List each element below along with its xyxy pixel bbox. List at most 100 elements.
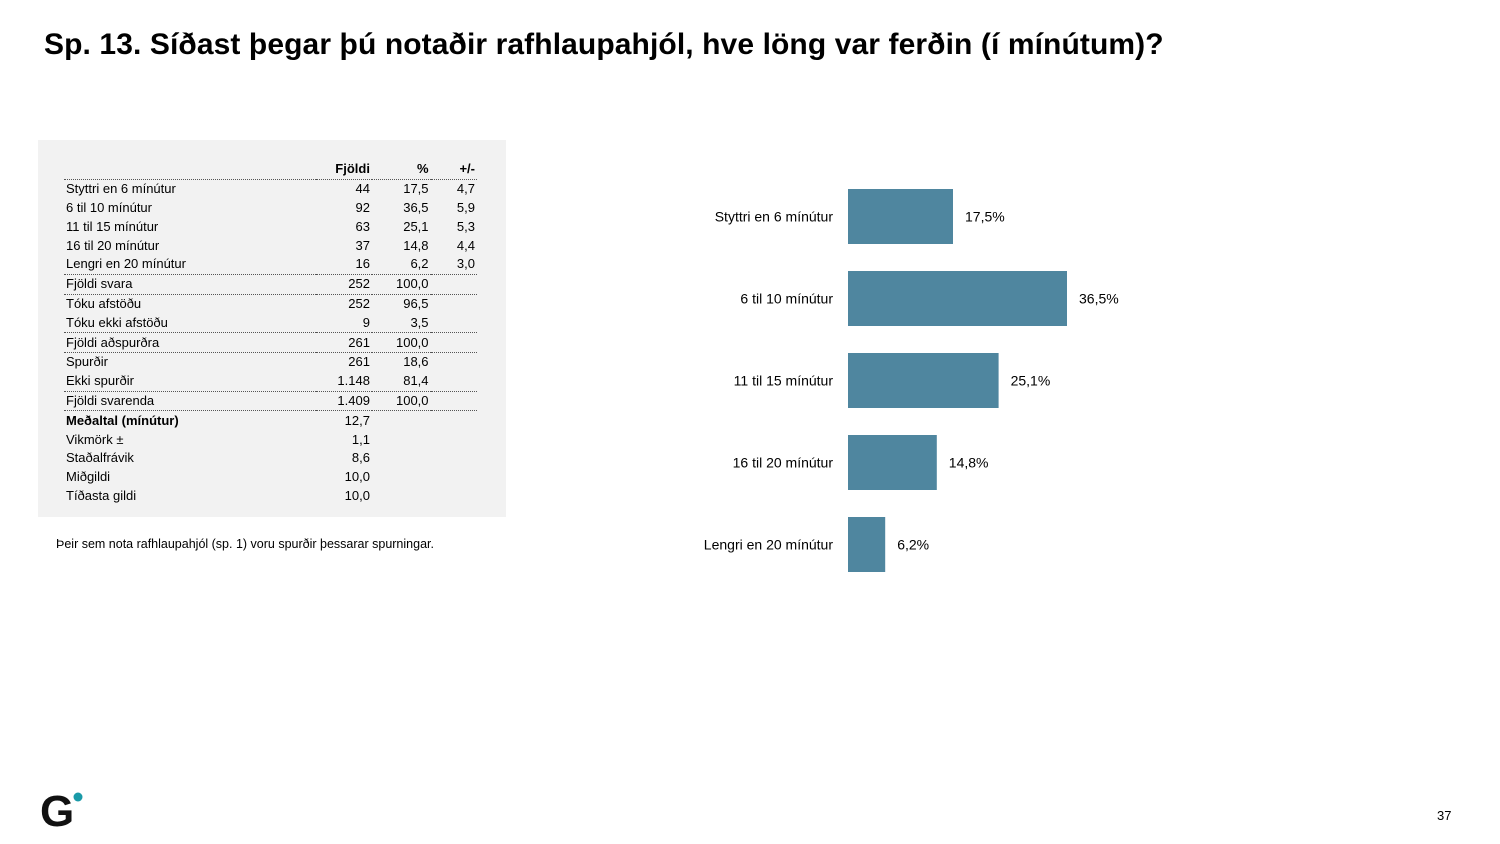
row-percent <box>372 430 431 449</box>
row-percent: 17,5 <box>403 181 429 197</box>
row-label: Styttri en 6 mínútur <box>66 181 176 197</box>
row-percent <box>372 411 431 430</box>
table-header-margin: +/- <box>430 160 477 180</box>
data-label: 36,5% <box>1079 291 1119 307</box>
table-row: 6 til 10 mínútur 92 36,5 5,9 <box>64 199 477 218</box>
row-count: 12,7 <box>344 412 370 428</box>
table-header-row: Fjöldi % +/- <box>64 160 477 180</box>
data-label: 6,2% <box>897 537 929 553</box>
row-percent: 25,1 <box>403 218 429 234</box>
row-percent <box>372 487 431 506</box>
row-count: 1.148 <box>316 371 372 392</box>
row-label: Miðgildi <box>66 469 111 485</box>
row-label: Tóku ekki afstöðu <box>64 313 317 334</box>
page-title: Sp. 13. Síðast þegar þú notaðir rafhlaup… <box>44 28 1164 61</box>
row-percent: 14,8 <box>403 237 429 253</box>
category-label: 16 til 20 mínútur <box>733 455 834 471</box>
bar <box>848 353 999 408</box>
bar <box>848 189 953 244</box>
row-percent: 100,0 <box>371 332 431 353</box>
table-row: Fjöldi aðspurðra 261 100,0 <box>64 332 477 353</box>
row-margin: 4,4 <box>456 237 475 253</box>
table-row: 16 til 20 mínútur 37 14,8 4,4 <box>64 236 477 255</box>
row-margin: 4,7 <box>456 181 475 197</box>
row-margin <box>430 371 477 392</box>
summary-table: Fjöldi % +/- Styttri en 6 mínútur 44 17,5 4… <box>64 160 477 505</box>
row-count: 9 <box>316 313 372 334</box>
row-label: 6 til 10 mínútur <box>66 199 152 215</box>
data-label: 17,5% <box>965 209 1005 225</box>
row-count: 261 <box>348 354 370 370</box>
row-margin <box>430 332 477 353</box>
row-count: 16 <box>316 254 372 275</box>
category-label: 11 til 15 mínútur <box>734 373 834 389</box>
row-percent: 81,4 <box>371 371 431 392</box>
data-label: 25,1% <box>1011 373 1051 389</box>
row-margin <box>431 352 477 371</box>
table-row: Tóku afstöðu 252 96,5 <box>64 294 477 313</box>
row-count: 10,0 <box>344 469 370 485</box>
row-count: 1.409 <box>316 391 372 412</box>
row-percent: 3,5 <box>371 313 431 334</box>
row-label: Tóku afstöðu <box>66 295 142 311</box>
row-count: 63 <box>355 218 370 234</box>
logo-letter: G <box>40 790 74 830</box>
table-header-percent: % <box>371 160 431 180</box>
row-count: 261 <box>316 332 372 353</box>
row-margin <box>430 313 477 334</box>
row-margin <box>431 468 477 487</box>
logo-dot <box>73 792 83 802</box>
row-label: Spurðir <box>66 354 108 370</box>
table-row: Styttri en 6 mínútur 44 17,5 4,7 <box>64 179 477 198</box>
category-label: 6 til 10 mínútur <box>740 291 833 307</box>
row-count: 37 <box>355 237 370 253</box>
table-row: Meðaltal (mínútur) 12,7 <box>64 411 477 430</box>
row-percent: 18,6 <box>403 354 429 370</box>
row-label: Fjöldi aðspurðra <box>64 332 317 353</box>
row-label: Lengri en 20 mínútur <box>64 254 317 275</box>
table-row: 11 til 15 mínútur 63 25,1 5,3 <box>64 217 477 236</box>
row-percent: 36,5 <box>403 199 429 215</box>
row-label: Ekki spurðir <box>64 371 317 392</box>
summary-table-panel: Fjöldi % +/- Styttri en 6 mínútur 44 17,5 4… <box>38 140 506 517</box>
table-row: Vikmörk ± 1,1 <box>64 430 477 449</box>
table-row: Spurðir 261 18,6 <box>64 352 477 371</box>
category-label: Lengri en 20 mínútur <box>704 537 834 553</box>
row-margin <box>431 487 477 506</box>
table-row: Staðalfrávik 8,6 <box>64 449 477 468</box>
row-count: 1,1 <box>351 431 370 447</box>
row-percent <box>372 468 431 487</box>
row-margin <box>430 274 477 295</box>
row-percent <box>372 449 431 468</box>
row-label: Fjöldi svarenda <box>64 391 317 412</box>
row-count: 252 <box>348 295 370 311</box>
row-count: 92 <box>355 199 370 215</box>
footnote: Þeir sem nota rafhlaupahjól (sp. 1) voru… <box>56 537 434 551</box>
table-row: Tíðasta gildi 10,0 <box>64 487 477 506</box>
bar <box>848 435 937 490</box>
row-margin <box>431 294 477 313</box>
row-count: 252 <box>316 274 372 295</box>
table-header-label <box>64 160 317 180</box>
row-margin: 5,3 <box>456 218 475 234</box>
table-header-count: Fjöldi <box>316 160 372 180</box>
bar <box>848 271 1067 326</box>
row-percent: 100,0 <box>371 274 431 295</box>
gallup-logo: G <box>40 790 83 830</box>
table-row: Fjöldi svarenda 1.409 100,0 <box>64 391 477 412</box>
table-row: Miðgildi 10,0 <box>64 468 477 487</box>
table-row: Lengri en 20 mínútur 16 6,2 3,0 <box>64 254 477 275</box>
row-label: 16 til 20 mínútur <box>66 237 160 253</box>
page-number: 37 <box>1437 808 1452 823</box>
row-label: Meðaltal (mínútur) <box>66 412 179 428</box>
table-row: Fjöldi svara 252 100,0 <box>64 274 477 295</box>
row-label: 11 til 15 mínútur <box>66 218 159 234</box>
row-label: Fjöldi svara <box>64 274 317 295</box>
row-margin: 3,0 <box>430 254 477 275</box>
data-label: 14,8% <box>949 455 989 471</box>
row-count: 8,6 <box>351 450 370 466</box>
row-percent: 100,0 <box>371 391 431 412</box>
bar <box>848 517 886 572</box>
row-label: Staðalfrávik <box>66 450 134 466</box>
row-count: 44 <box>355 181 370 197</box>
